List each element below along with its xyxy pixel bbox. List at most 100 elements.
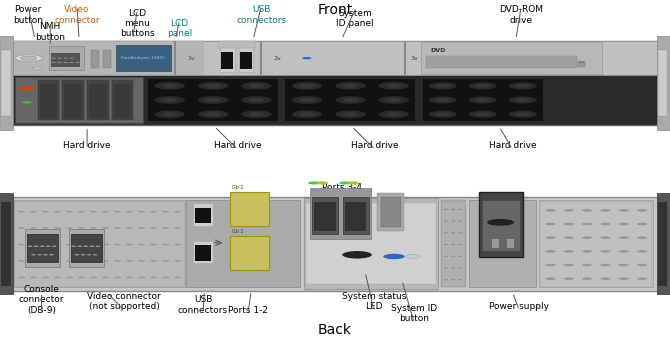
- Text: System ID
button: System ID button: [391, 304, 437, 323]
- Bar: [221, 52, 233, 69]
- Text: Console
connector
(DB-9): Console connector (DB-9): [19, 285, 64, 315]
- Circle shape: [174, 260, 181, 262]
- Bar: [87, 80, 109, 120]
- Bar: [195, 208, 211, 223]
- Bar: [343, 197, 369, 234]
- Text: Hard drive: Hard drive: [63, 142, 111, 150]
- Circle shape: [52, 62, 56, 63]
- Circle shape: [600, 236, 610, 239]
- Circle shape: [18, 244, 25, 246]
- Circle shape: [379, 82, 409, 90]
- Bar: [71, 234, 102, 262]
- Circle shape: [18, 276, 25, 278]
- Bar: [89, 84, 107, 118]
- Text: USB
connectors: USB connectors: [178, 295, 228, 315]
- Circle shape: [335, 96, 366, 104]
- Circle shape: [126, 244, 133, 246]
- Circle shape: [138, 260, 145, 262]
- Circle shape: [138, 211, 145, 213]
- Bar: [492, 239, 499, 248]
- Circle shape: [46, 246, 51, 247]
- Circle shape: [72, 246, 76, 247]
- Circle shape: [545, 223, 555, 225]
- Bar: [148, 79, 278, 121]
- Bar: [657, 36, 670, 130]
- Circle shape: [299, 112, 315, 116]
- Circle shape: [451, 267, 456, 268]
- Bar: [193, 241, 213, 263]
- Circle shape: [429, 96, 457, 104]
- Circle shape: [458, 256, 463, 257]
- Circle shape: [90, 244, 97, 246]
- Circle shape: [34, 246, 38, 247]
- Circle shape: [54, 260, 61, 262]
- Circle shape: [162, 276, 169, 278]
- Circle shape: [30, 211, 37, 213]
- Circle shape: [162, 211, 169, 213]
- Circle shape: [114, 227, 121, 229]
- Bar: [25, 229, 60, 267]
- Circle shape: [379, 110, 409, 118]
- Circle shape: [198, 110, 228, 118]
- Circle shape: [87, 254, 91, 255]
- Circle shape: [637, 236, 647, 239]
- Circle shape: [342, 112, 358, 116]
- Circle shape: [90, 276, 97, 278]
- Bar: [14, 200, 185, 287]
- Bar: [103, 50, 111, 68]
- Bar: [38, 80, 59, 120]
- Circle shape: [600, 264, 610, 266]
- Circle shape: [43, 254, 48, 255]
- Circle shape: [42, 244, 49, 246]
- Circle shape: [205, 112, 221, 116]
- Circle shape: [114, 244, 121, 246]
- Bar: [657, 193, 670, 294]
- Bar: [62, 80, 84, 120]
- Circle shape: [241, 96, 271, 104]
- Circle shape: [299, 98, 315, 102]
- Circle shape: [19, 87, 34, 90]
- Bar: [426, 56, 577, 68]
- Circle shape: [469, 96, 496, 104]
- Circle shape: [78, 246, 82, 247]
- Circle shape: [90, 227, 97, 229]
- Circle shape: [205, 84, 221, 88]
- Circle shape: [70, 62, 74, 63]
- Circle shape: [444, 279, 448, 280]
- Bar: [314, 202, 336, 231]
- Bar: [381, 197, 401, 227]
- Bar: [220, 44, 234, 72]
- Circle shape: [155, 110, 185, 118]
- Bar: [469, 200, 536, 287]
- Circle shape: [150, 276, 157, 278]
- Bar: [186, 200, 300, 287]
- Circle shape: [66, 260, 73, 262]
- Bar: [377, 193, 404, 231]
- Circle shape: [102, 276, 109, 278]
- Circle shape: [174, 211, 181, 213]
- Circle shape: [509, 96, 537, 104]
- Bar: [40, 84, 57, 118]
- Circle shape: [582, 223, 592, 225]
- Text: Ports 1-2: Ports 1-2: [228, 306, 268, 315]
- Circle shape: [150, 244, 157, 246]
- Circle shape: [582, 264, 592, 266]
- Circle shape: [342, 84, 358, 88]
- Bar: [1, 202, 11, 286]
- Circle shape: [162, 112, 178, 116]
- Bar: [64, 84, 82, 118]
- Circle shape: [458, 279, 463, 280]
- Circle shape: [150, 211, 157, 213]
- Circle shape: [618, 209, 629, 212]
- Bar: [112, 80, 133, 120]
- Bar: [174, 41, 176, 75]
- Circle shape: [54, 244, 61, 246]
- Bar: [0, 193, 13, 294]
- Bar: [658, 202, 667, 286]
- Circle shape: [458, 221, 463, 222]
- Circle shape: [126, 276, 133, 278]
- Circle shape: [54, 276, 61, 278]
- Bar: [260, 41, 262, 75]
- Circle shape: [582, 209, 592, 212]
- Circle shape: [138, 276, 145, 278]
